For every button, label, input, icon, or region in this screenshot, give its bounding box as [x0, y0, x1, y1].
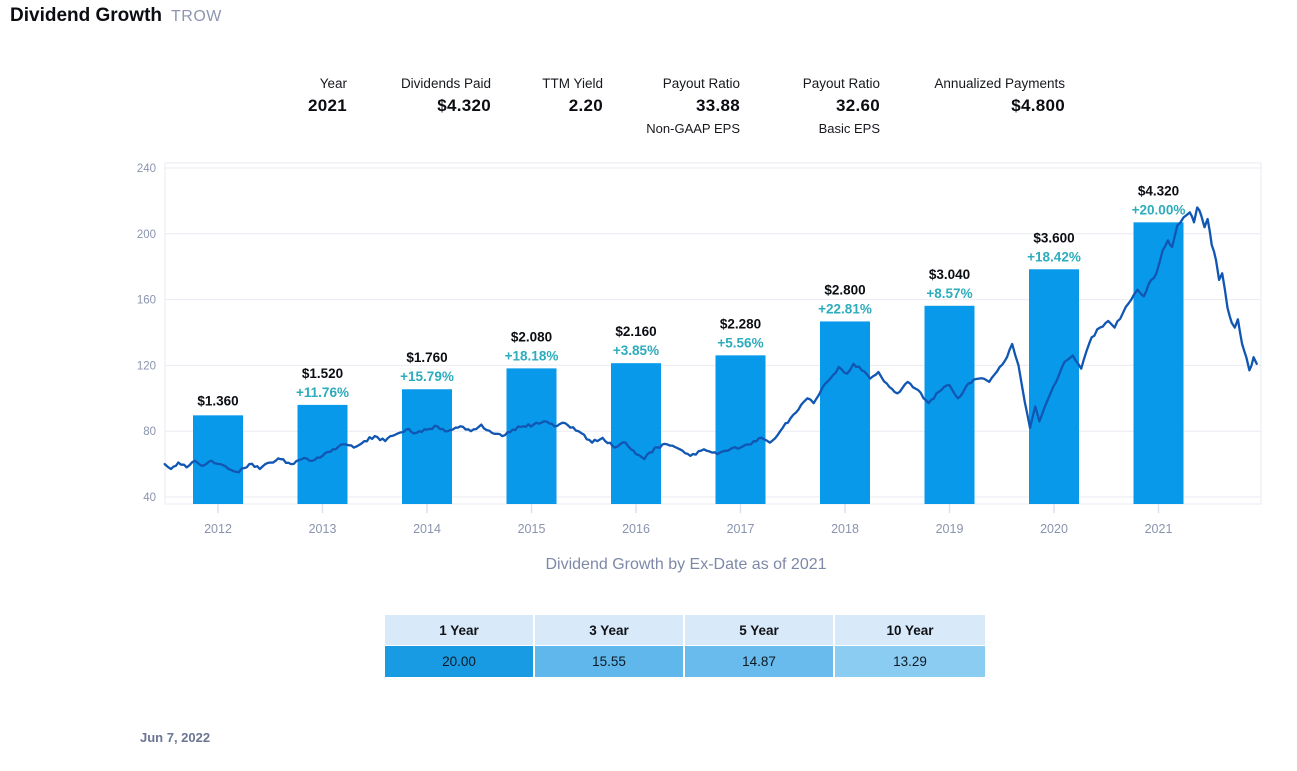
dividend-bar-2016[interactable] — [611, 363, 661, 504]
dividend-amount-label: $4.320 — [1138, 183, 1179, 198]
dividend-amount-label: $2.080 — [511, 329, 552, 344]
stat-value: 2021 — [307, 96, 347, 115]
stat-payout-ratio-nongaap: Payout Ratio 33.88 Non-GAAP EPS — [646, 76, 740, 136]
stat-label: Year — [319, 76, 347, 91]
stat-label: Payout Ratio — [662, 76, 740, 91]
dividend-growth-label: +11.76% — [296, 385, 349, 400]
stat-payout-ratio-basic: Payout Ratio 32.60 Basic EPS — [803, 76, 880, 136]
y-axis-label: 80 — [143, 426, 156, 438]
dividend-amount-label: $2.280 — [720, 316, 761, 331]
stat-value: 2.20 — [568, 96, 603, 115]
dividend-amount-label: $3.040 — [929, 267, 970, 282]
growth-table-header-5y: 5 Year — [685, 615, 835, 645]
stat-value: 33.88 — [695, 96, 740, 115]
dividend-bar-2015[interactable] — [506, 368, 557, 504]
dividend-growth-label: +20.00% — [1132, 202, 1186, 217]
dividend-bar-2018[interactable] — [820, 321, 870, 504]
x-axis-label-2013: 2013 — [309, 522, 337, 536]
stat-value: 32.60 — [835, 96, 880, 115]
stat-value: $4.800 — [1011, 96, 1065, 115]
x-axis-label-2019: 2019 — [936, 522, 964, 536]
dividend-amount-label: $1.360 — [197, 393, 238, 408]
plot-border — [164, 162, 1262, 505]
stat-dividends-paid: Dividends Paid $4.320 — [401, 76, 491, 116]
dividend-growth-label: +5.56% — [717, 335, 763, 350]
dividend-bar-2019[interactable] — [924, 305, 975, 504]
y-axis-label: 200 — [137, 229, 156, 241]
stat-value: $4.320 — [437, 96, 491, 115]
y-axis-label: 40 — [143, 492, 156, 504]
dividend-growth-label: +3.85% — [613, 343, 659, 358]
dividend-growth-label: +18.42% — [1027, 249, 1081, 264]
dividend-amount-label: $1.760 — [406, 350, 447, 365]
dividend-bar-2014[interactable] — [402, 389, 452, 504]
stat-sublabel: Non-GAAP EPS — [646, 121, 740, 136]
dividend-growth-rate-table: 1 Year 3 Year 5 Year 10 Year 20.00 15.55… — [385, 615, 985, 677]
chart-caption: Dividend Growth by Ex-Date as of 2021 — [545, 556, 827, 573]
dividend-growth-label: +22.81% — [818, 301, 872, 316]
x-axis-label-2018: 2018 — [831, 522, 859, 536]
stat-ttm-yield: TTM Yield 2.20 — [542, 76, 603, 116]
growth-table-header-3y: 3 Year — [535, 615, 685, 645]
dividend-amount-label: $2.800 — [824, 282, 865, 297]
report-date: Jun 7, 2022 — [140, 730, 211, 745]
growth-table-header-1y: 1 Year — [385, 615, 535, 645]
x-axis-label-2021: 2021 — [1145, 522, 1173, 536]
x-axis-label-2016: 2016 — [622, 522, 650, 536]
ticker-symbol: TROW — [171, 8, 222, 25]
price-line — [163, 206, 1258, 474]
x-axis-label-2017: 2017 — [727, 522, 755, 536]
y-axis-label: 160 — [137, 295, 156, 307]
growth-table-value-5y: 14.87 — [685, 646, 835, 677]
dividend-growth-chart: 40 80 120 160 200 240 2012 2013 2014 2015 2016 2017… — [137, 162, 1262, 536]
x-axis-label-2020: 2020 — [1040, 522, 1068, 536]
dividend-bar-2017[interactable] — [715, 355, 766, 504]
dividend-growth-label: +15.79% — [400, 369, 454, 384]
growth-table-value-1y: 20.00 — [385, 646, 535, 677]
growth-table-value-10y: 13.29 — [835, 646, 985, 677]
growth-table-value-3y: 15.55 — [535, 646, 685, 677]
growth-table-value-row: 20.00 15.55 14.87 13.29 — [385, 646, 985, 677]
x-axis-label-2014: 2014 — [413, 522, 441, 536]
stat-sublabel: Basic EPS — [818, 121, 880, 136]
growth-table-header-10y: 10 Year — [835, 615, 985, 645]
x-axis-label-2015: 2015 — [518, 522, 546, 536]
page-header: Dividend Growth TROW — [10, 5, 222, 27]
y-axis-label: 240 — [137, 163, 156, 175]
dividend-bar-2012[interactable] — [193, 415, 243, 504]
dividend-growth-label: +8.57% — [926, 286, 972, 301]
stat-label: Annualized Payments — [934, 76, 1065, 91]
page-title: Dividend Growth — [10, 5, 162, 26]
dividend-amount-label: $3.600 — [1033, 230, 1074, 245]
stat-label: Dividends Paid — [400, 76, 491, 91]
stat-year: Year 2021 — [308, 76, 347, 116]
stat-annualized-payments: Annualized Payments $4.800 — [934, 76, 1065, 116]
dividend-amount-label: $1.520 — [302, 366, 343, 381]
stat-label: Payout Ratio — [802, 76, 880, 91]
dividend-amount-label: $2.160 — [615, 324, 656, 339]
dividend-growth-label: +18.18% — [505, 348, 559, 363]
x-axis-label-2012: 2012 — [204, 522, 232, 536]
growth-table-header-row: 1 Year 3 Year 5 Year 10 Year — [385, 615, 985, 645]
stat-label: TTM Yield — [542, 76, 603, 91]
y-axis-label: 120 — [137, 360, 156, 372]
